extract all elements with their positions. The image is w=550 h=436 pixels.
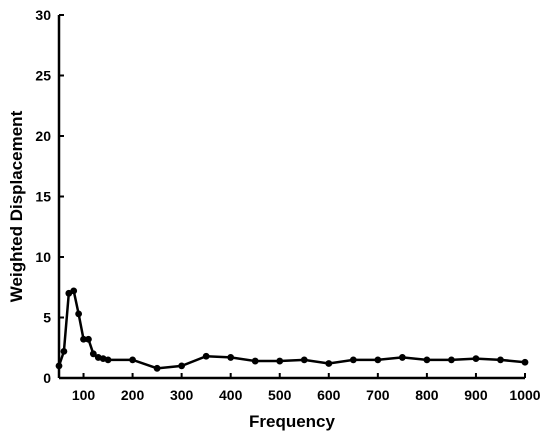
data-point [521, 358, 529, 366]
data-point [178, 362, 186, 370]
x-tick-label: 600 [317, 387, 341, 403]
y-tick-label: 0 [43, 370, 51, 386]
data-point [472, 355, 480, 363]
x-tick-label: 400 [219, 387, 243, 403]
data-point [202, 352, 210, 360]
data-point [423, 356, 431, 364]
data-point [497, 356, 504, 364]
y-tick-label: 5 [43, 310, 51, 326]
axes [57, 15, 525, 380]
y-tick-label: 15 [35, 189, 51, 205]
data-point [153, 364, 161, 372]
x-tick-label: 500 [268, 387, 292, 403]
y-tick-label: 30 [35, 7, 51, 23]
x-tick-label: 800 [415, 387, 439, 403]
data-point [374, 356, 382, 364]
x-tick-label: 200 [121, 387, 145, 403]
data-point [85, 335, 92, 343]
y-tick-label: 10 [35, 249, 51, 265]
x-tick-label: 300 [170, 387, 194, 403]
data-point [89, 350, 97, 358]
data-point [398, 354, 406, 361]
x-tick-label: 900 [464, 387, 488, 403]
data-point [349, 356, 357, 364]
data-point [325, 360, 333, 367]
data-point [448, 356, 455, 364]
data-point [60, 347, 68, 355]
series-line [57, 289, 526, 370]
ticks: 0 5 10 15 20 25 30 100 200 300 400 500 600 700 800 900 1… [35, 7, 540, 403]
y-axis-label: Weighted Displacement [7, 110, 26, 302]
series [55, 287, 529, 372]
data-point [276, 357, 284, 365]
data-point [104, 356, 112, 364]
y-tick-label: 20 [35, 128, 51, 144]
data-point [70, 287, 78, 295]
y-tick-label: 25 [35, 68, 51, 84]
data-point [129, 356, 136, 364]
data-point [300, 356, 308, 364]
x-tick-label: 1000 [509, 387, 540, 403]
data-point [80, 335, 87, 343]
data-point [227, 354, 235, 361]
data-point [251, 357, 259, 365]
data-point [55, 362, 63, 370]
x-tick-label: 100 [72, 387, 96, 403]
x-tick-label: 700 [366, 387, 390, 403]
data-point [75, 310, 83, 318]
x-axis-label: Frequency [249, 412, 336, 431]
